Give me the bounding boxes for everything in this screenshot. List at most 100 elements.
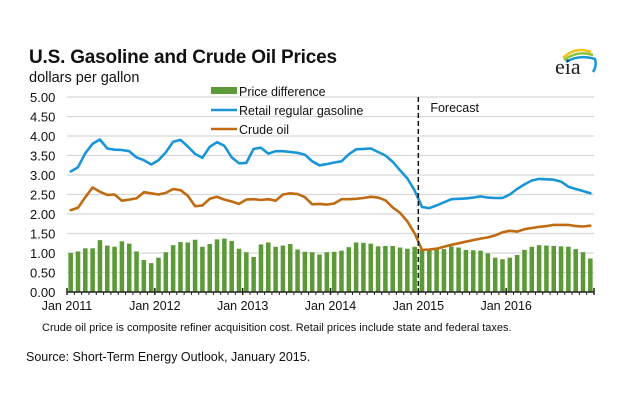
price-difference-bar (580, 252, 586, 292)
price-difference-bar (434, 247, 439, 292)
footnote: Crude oil price is composite refiner acq… (42, 322, 512, 334)
price-difference-bar (353, 242, 359, 292)
price-difference-bar (441, 249, 447, 292)
price-difference-bar (83, 248, 88, 292)
y-axis-ticks: 0.00 0.50 1.00 1.50 2.00 2.50 3.00 3.50 4.00 4.50… (30, 90, 55, 300)
x-tick-label: Jan 2015 (393, 299, 444, 313)
legend: Price difference Retail regular gasoline C… (211, 85, 363, 137)
price-difference-bar (244, 252, 249, 292)
price-difference-bar (536, 245, 542, 292)
x-axis: Jan 2011 Jan 2012 Jan 2013 Jan 2014 Jan 2015… (42, 288, 595, 313)
price-difference-bar (309, 252, 315, 292)
price-difference-bar (214, 239, 220, 292)
price-difference-bar (500, 259, 505, 292)
eia-logo-arcs-icon (562, 48, 597, 73)
price-difference-bar (317, 254, 322, 292)
price-difference-bar (522, 249, 527, 292)
price-difference-bar (112, 246, 117, 292)
price-difference-bar (273, 246, 278, 292)
forecast-divider: Forecast (417, 97, 479, 292)
y-tick-label: 1.50 (30, 227, 55, 242)
price-difference-bar (222, 238, 227, 292)
price-difference-bar (383, 245, 388, 292)
price-difference-bar (405, 248, 410, 292)
price-difference-bar (427, 249, 432, 292)
price-difference-bar (485, 253, 491, 292)
price-difference-bar (463, 249, 469, 292)
price-difference-bar (390, 245, 395, 292)
price-difference-bar (507, 257, 513, 292)
price-difference-bar (573, 249, 578, 292)
price-difference-bar (156, 257, 161, 292)
price-difference-bar (368, 243, 374, 292)
price-difference-bar (126, 243, 132, 292)
price-difference-bar (251, 256, 256, 292)
price-difference-bar (200, 246, 205, 292)
gridlines (67, 96, 594, 274)
price-difference-bar (566, 246, 571, 292)
eia-logo: eia (555, 44, 601, 79)
price-difference-bar (170, 245, 176, 292)
price-difference-bar (75, 251, 81, 292)
price-difference-bar (551, 245, 557, 292)
y-tick-label: 4.50 (30, 110, 55, 125)
price-lines (69, 138, 592, 252)
price-difference-bar (492, 257, 498, 292)
price-difference-bar (148, 263, 154, 292)
y-tick-label: 4.00 (30, 129, 55, 144)
crude-oil-price-line (69, 186, 592, 252)
y-tick-label: 5.00 (30, 90, 55, 105)
x-tick-label: Jan 2016 (480, 299, 531, 313)
price-difference-bar (280, 245, 286, 292)
y-tick-label: 2.50 (30, 188, 55, 203)
y-tick-label: 0.50 (30, 266, 55, 281)
price-difference-bar (163, 252, 169, 292)
price-difference-bar (192, 239, 198, 292)
price-difference-bar (544, 245, 549, 292)
price-difference-bar (90, 248, 95, 292)
gasoline-price-line (69, 138, 592, 210)
price-difference-bar (588, 258, 593, 292)
price-difference-bar (97, 240, 103, 292)
price-difference-bar (558, 246, 564, 292)
legend-swatch-price-difference (211, 87, 237, 94)
price-difference-bar (412, 246, 417, 292)
price-difference-bar (331, 251, 337, 292)
price-difference-bar (229, 240, 234, 292)
price-difference-bar (346, 247, 352, 292)
price-difference-bar (339, 250, 344, 292)
price-difference-bar (361, 242, 366, 292)
chart-title: U.S. Gasoline and Crude Oil Prices (29, 47, 337, 68)
price-difference-bar (104, 245, 110, 292)
price-difference-bar (302, 251, 308, 292)
price-difference-bar (68, 253, 73, 292)
y-tick-label: 3.50 (30, 149, 55, 164)
price-difference-bar (185, 242, 191, 292)
price-difference-bar (119, 241, 125, 292)
price-difference-bar (375, 246, 381, 292)
legend-label: Retail regular gasoline (239, 104, 363, 118)
price-difference-bar (141, 260, 147, 292)
x-tick-label: Jan 2013 (217, 299, 268, 313)
price-difference-bar (470, 250, 476, 292)
price-difference-bar (287, 244, 293, 292)
price-difference-bar (295, 249, 300, 292)
source-note: Source: Short-Term Energy Outlook, Janua… (26, 350, 311, 364)
price-difference-bar (178, 242, 183, 292)
x-tick-label: Jan 2011 (42, 299, 93, 313)
price-difference-bar (134, 251, 139, 292)
legend-label: Crude oil (239, 123, 289, 137)
price-difference-bar (529, 246, 535, 292)
price-difference-bar (514, 254, 520, 292)
price-difference-bar (456, 247, 461, 292)
price-difference-bar (207, 244, 212, 292)
eia-logo-text: eia (555, 54, 581, 79)
y-tick-label: 0.00 (30, 285, 55, 300)
y-axis-unit-label: dollars per gallon (29, 70, 140, 86)
y-tick-label: 2.00 (30, 207, 55, 222)
y-tick-label: 1.00 (30, 246, 55, 261)
price-difference-bar (419, 248, 425, 292)
price-difference-bars (68, 238, 593, 292)
forecast-annotation: Forecast (430, 101, 479, 115)
